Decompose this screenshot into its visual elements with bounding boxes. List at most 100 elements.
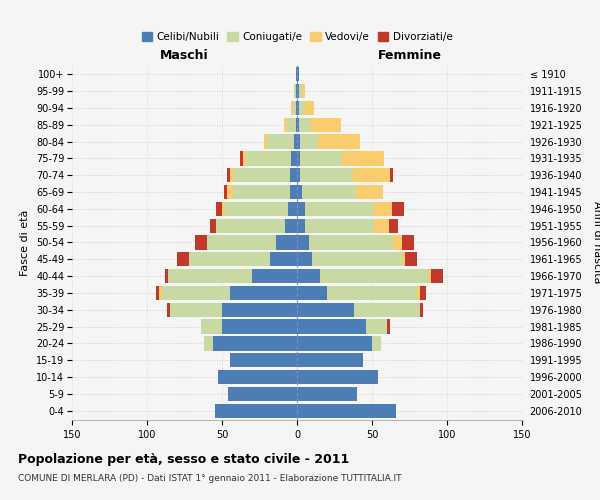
Bar <box>223 185 227 199</box>
Bar <box>297 202 305 216</box>
Bar <box>300 134 318 148</box>
Bar <box>373 218 389 233</box>
Bar <box>402 252 405 266</box>
Bar <box>420 302 423 317</box>
Bar <box>294 84 296 98</box>
Bar <box>299 101 305 115</box>
Bar <box>302 84 305 98</box>
Bar <box>222 320 297 334</box>
Bar <box>297 404 396 418</box>
Bar <box>267 134 294 148</box>
Bar <box>216 202 222 216</box>
Bar <box>222 202 225 216</box>
Text: COMUNE DI MERLARA (PD) - Dati ISTAT 1° gennaio 2011 - Elaborazione TUTTITALIA.IT: COMUNE DI MERLARA (PD) - Dati ISTAT 1° g… <box>18 474 401 483</box>
Bar <box>296 101 297 115</box>
Bar <box>297 218 305 233</box>
Bar <box>320 269 427 283</box>
Bar <box>246 151 291 166</box>
Bar <box>305 202 373 216</box>
Bar <box>373 202 392 216</box>
Bar <box>296 118 297 132</box>
Bar <box>297 168 300 182</box>
Bar <box>240 151 243 166</box>
Bar <box>297 134 300 148</box>
Bar <box>297 353 363 368</box>
Bar <box>225 202 288 216</box>
Bar <box>355 185 383 199</box>
Bar <box>207 236 276 250</box>
Bar <box>420 286 426 300</box>
Bar <box>285 218 297 233</box>
Bar <box>284 118 287 132</box>
Bar <box>228 387 297 401</box>
Bar <box>393 236 402 250</box>
Bar <box>210 218 216 233</box>
Bar <box>290 168 297 182</box>
Bar <box>297 302 354 317</box>
Bar <box>342 151 384 166</box>
Bar <box>229 286 297 300</box>
Bar <box>170 302 222 317</box>
Bar <box>204 336 213 350</box>
Bar <box>302 185 355 199</box>
Bar <box>177 252 189 266</box>
Bar <box>270 252 297 266</box>
Bar <box>189 252 270 266</box>
Bar <box>297 252 312 266</box>
Bar <box>216 218 285 233</box>
Text: Maschi: Maschi <box>160 50 209 62</box>
Bar <box>297 336 372 350</box>
Y-axis label: Fasce di età: Fasce di età <box>20 210 31 276</box>
Bar <box>327 286 417 300</box>
Bar <box>297 370 378 384</box>
Bar <box>417 286 420 300</box>
Bar <box>387 320 390 334</box>
Bar <box>366 320 387 334</box>
Bar <box>233 168 290 182</box>
Bar <box>297 387 357 401</box>
Bar <box>300 151 342 166</box>
Bar <box>427 269 431 283</box>
Bar <box>276 236 297 250</box>
Y-axis label: Anni di nascita: Anni di nascita <box>592 201 600 284</box>
Bar <box>402 236 414 250</box>
Bar <box>168 269 252 283</box>
Bar <box>297 236 309 250</box>
Bar <box>215 404 297 418</box>
Bar <box>287 118 296 132</box>
Bar <box>291 101 293 115</box>
Bar <box>389 218 398 233</box>
Bar <box>218 370 297 384</box>
Bar <box>227 185 233 199</box>
Bar <box>195 236 207 250</box>
Bar <box>227 168 229 182</box>
Bar <box>165 269 168 283</box>
Bar <box>290 185 297 199</box>
Bar <box>297 286 327 300</box>
Bar <box>243 151 246 166</box>
Bar <box>162 286 229 300</box>
Bar <box>309 236 393 250</box>
Bar <box>392 202 404 216</box>
Bar <box>294 134 297 148</box>
Bar <box>299 84 302 98</box>
Text: Femmine: Femmine <box>377 50 442 62</box>
Bar <box>297 118 299 132</box>
Bar <box>372 336 381 350</box>
Bar <box>297 151 300 166</box>
Bar <box>296 84 297 98</box>
Bar <box>252 269 297 283</box>
Bar <box>311 118 341 132</box>
Bar <box>229 353 297 368</box>
Bar <box>296 67 297 82</box>
Bar <box>167 302 170 317</box>
Bar <box>159 286 162 300</box>
Legend: Celibi/Nubili, Coniugati/e, Vedovi/e, Divorziati/e: Celibi/Nubili, Coniugati/e, Vedovi/e, Di… <box>137 28 457 46</box>
Bar <box>233 185 290 199</box>
Bar <box>297 84 299 98</box>
Bar <box>297 185 302 199</box>
Bar <box>293 101 296 115</box>
Bar <box>291 151 297 166</box>
Bar <box>229 168 233 182</box>
Bar <box>312 252 402 266</box>
